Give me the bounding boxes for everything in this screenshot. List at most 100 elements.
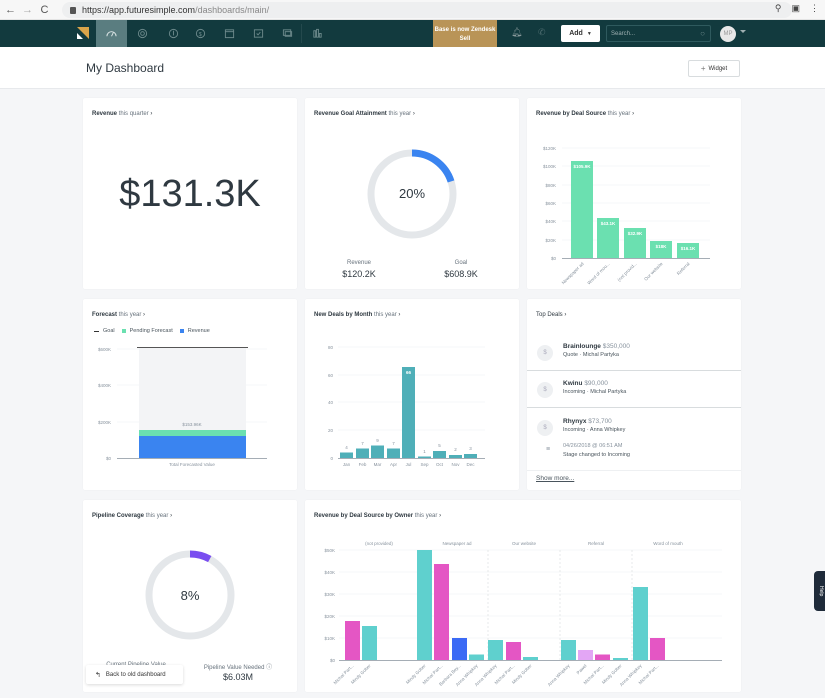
- reload-icon[interactable]: C: [40, 3, 49, 16]
- back-to-old-dashboard-button[interactable]: ↰ Back to old dashboard: [86, 665, 183, 684]
- nav-deals[interactable]: $: [185, 20, 216, 47]
- nav-communications[interactable]: [272, 20, 303, 47]
- nav-calendar[interactable]: [214, 20, 245, 47]
- back-label: Back to old dashboard: [105, 671, 166, 678]
- show-more-link[interactable]: Show more...: [536, 475, 575, 482]
- svg-text:$32.9K: $32.9K: [628, 231, 643, 236]
- svg-text:Newspaper ad: Newspaper ad: [561, 261, 585, 285]
- svg-text:60: 60: [328, 373, 334, 378]
- help-tab[interactable]: Help: [814, 571, 825, 611]
- svg-text:Feb: Feb: [359, 462, 367, 467]
- svg-text:$20K: $20K: [545, 238, 556, 243]
- svg-text:5: 5: [438, 443, 441, 448]
- card-title[interactable]: Revenue by Deal Source this year ›: [536, 111, 635, 117]
- search-icon: ○: [700, 29, 705, 38]
- contacts-icon: [168, 28, 179, 39]
- phone-icon[interactable]: ✆: [538, 27, 546, 37]
- svg-text:Nov: Nov: [451, 462, 460, 467]
- chevron-right-icon: ›: [398, 312, 401, 318]
- nav-reports[interactable]: [302, 20, 333, 47]
- card-title[interactable]: Forecast this year ›: [92, 312, 146, 318]
- caret-down-icon[interactable]: [740, 30, 746, 33]
- svg-text:$20K: $20K: [324, 614, 335, 619]
- chevron-right-icon: ›: [150, 111, 153, 117]
- deal-source-card[interactable]: Revenue by Deal Source this year › $120K…: [527, 98, 741, 289]
- activity-text: Stage changed to Incoming: [563, 452, 630, 458]
- chevron-right-icon: ›: [439, 513, 442, 519]
- svg-text:$50K: $50K: [324, 548, 335, 553]
- dollar-circle-icon: $: [537, 345, 553, 361]
- card-title[interactable]: Top Deals ›: [536, 312, 567, 318]
- svg-text:$16.1K: $16.1K: [681, 246, 696, 251]
- svg-text:$200K: $200K: [98, 420, 111, 425]
- svg-text:20: 20: [328, 428, 334, 433]
- svg-text:$60K: $60K: [545, 201, 556, 206]
- chevron-right-icon: ›: [632, 111, 635, 117]
- deal-item[interactable]: $ Brainlounge $350,000 Quote · Michal Pa…: [527, 336, 741, 392]
- deal-item[interactable]: $ Rhynyx $73,700 Incoming · Anna Whipkey: [527, 411, 741, 467]
- card-title[interactable]: New Deals by Month this year ›: [314, 312, 401, 318]
- dollar-icon: $: [195, 28, 206, 39]
- new-deals-card[interactable]: New Deals by Month this year › 80 60 40 20 0…: [305, 299, 519, 490]
- card-title[interactable]: Pipeline Coverage this year ›: [92, 513, 173, 519]
- svg-text:7: 7: [361, 441, 364, 446]
- zoom-icon[interactable]: ⚲: [774, 3, 782, 13]
- svg-text:$40K: $40K: [545, 219, 556, 224]
- forward-nav-icon[interactable]: →: [22, 3, 33, 16]
- messages-icon: [282, 29, 293, 37]
- svg-text:Word of mou...: Word of mou...: [586, 261, 610, 285]
- svg-text:Newspaper ad: Newspaper ad: [442, 541, 472, 546]
- pipeline-card[interactable]: Pipeline Coverage this year › 8% Current…: [83, 500, 297, 692]
- svg-text:9: 9: [376, 438, 379, 443]
- goal-percent: 20%: [398, 186, 426, 201]
- url-bar[interactable]: https://app.futuresimple.com/dashboards/…: [62, 2, 792, 18]
- profile-icon[interactable]: ▣: [791, 3, 800, 13]
- svg-text:$400K: $400K: [98, 383, 111, 388]
- add-button[interactable]: Add ▼: [561, 25, 600, 42]
- bell-icon[interactable]: 🔔︎: [511, 27, 523, 37]
- reply-arrow-icon: ↰: [95, 671, 101, 679]
- forecast-card[interactable]: Forecast this year › Goal Pending Foreca…: [83, 299, 297, 490]
- top-deals-card[interactable]: Top Deals › $ Brainlounge $350,000 Quote…: [527, 299, 741, 490]
- back-nav-icon[interactable]: ←: [5, 3, 16, 16]
- forecast-legend: Goal Pending Forecast Revenue: [94, 328, 210, 334]
- stage-change-icon: ≡: [546, 446, 551, 453]
- top-nav: $ 🔔︎ ✆: [0, 20, 825, 47]
- page-header: My Dashboard + Widget: [0, 47, 825, 89]
- url-host: https://app.futuresimple.com: [82, 5, 196, 15]
- card-title[interactable]: Revenue Goal Attainment this year ›: [314, 111, 415, 117]
- chevron-right-icon: ›: [143, 312, 146, 318]
- goal-attainment-card[interactable]: Revenue Goal Attainment this year › 20% …: [305, 98, 519, 289]
- add-widget-button[interactable]: + Widget: [688, 60, 740, 77]
- card-title[interactable]: Revenue by Deal Source by Owner this yea…: [314, 513, 442, 519]
- nav-leads[interactable]: [127, 20, 158, 47]
- svg-text:$0: $0: [330, 658, 336, 663]
- svg-text:$0: $0: [551, 256, 557, 261]
- svg-text:$10K: $10K: [324, 636, 335, 641]
- add-label: Add: [569, 30, 583, 37]
- avatar[interactable]: MP: [720, 26, 736, 42]
- svg-text:$: $: [199, 32, 202, 38]
- menu-icon[interactable]: ⋮: [810, 3, 819, 13]
- svg-text:4: 4: [345, 445, 348, 450]
- svg-text:Jul: Jul: [406, 462, 412, 467]
- svg-text:2: 2: [454, 447, 457, 452]
- owner-revenue-card[interactable]: Revenue by Deal Source by Owner this yea…: [305, 500, 741, 692]
- svg-text:Oct: Oct: [436, 462, 444, 467]
- search-input[interactable]: Search... ○: [606, 25, 711, 42]
- card-title[interactable]: Revenue this quarter ›: [92, 111, 153, 117]
- url-path: /dashboards/main/: [195, 5, 270, 15]
- goal-label: Goal: [454, 260, 468, 266]
- revenue-quarter-card[interactable]: Revenue this quarter › $131.3K: [83, 98, 297, 289]
- deal-item[interactable]: $ Kwinu $90,000 Incoming · Michal Partyk…: [527, 373, 741, 429]
- svg-text:7: 7: [392, 441, 395, 446]
- svg-text:$40K: $40K: [324, 570, 335, 575]
- nav-dashboard[interactable]: [96, 20, 127, 47]
- svg-text:Anna Whipkey: Anna Whipkey: [547, 663, 572, 688]
- leads-icon: [137, 28, 148, 39]
- nav-tasks[interactable]: [243, 20, 274, 47]
- logo-icon[interactable]: [77, 27, 89, 39]
- zendesk-banner[interactable]: Base is now Zendesk Sell: [433, 20, 497, 50]
- nav-contacts[interactable]: [158, 20, 189, 47]
- svg-text:$120K: $120K: [543, 146, 556, 151]
